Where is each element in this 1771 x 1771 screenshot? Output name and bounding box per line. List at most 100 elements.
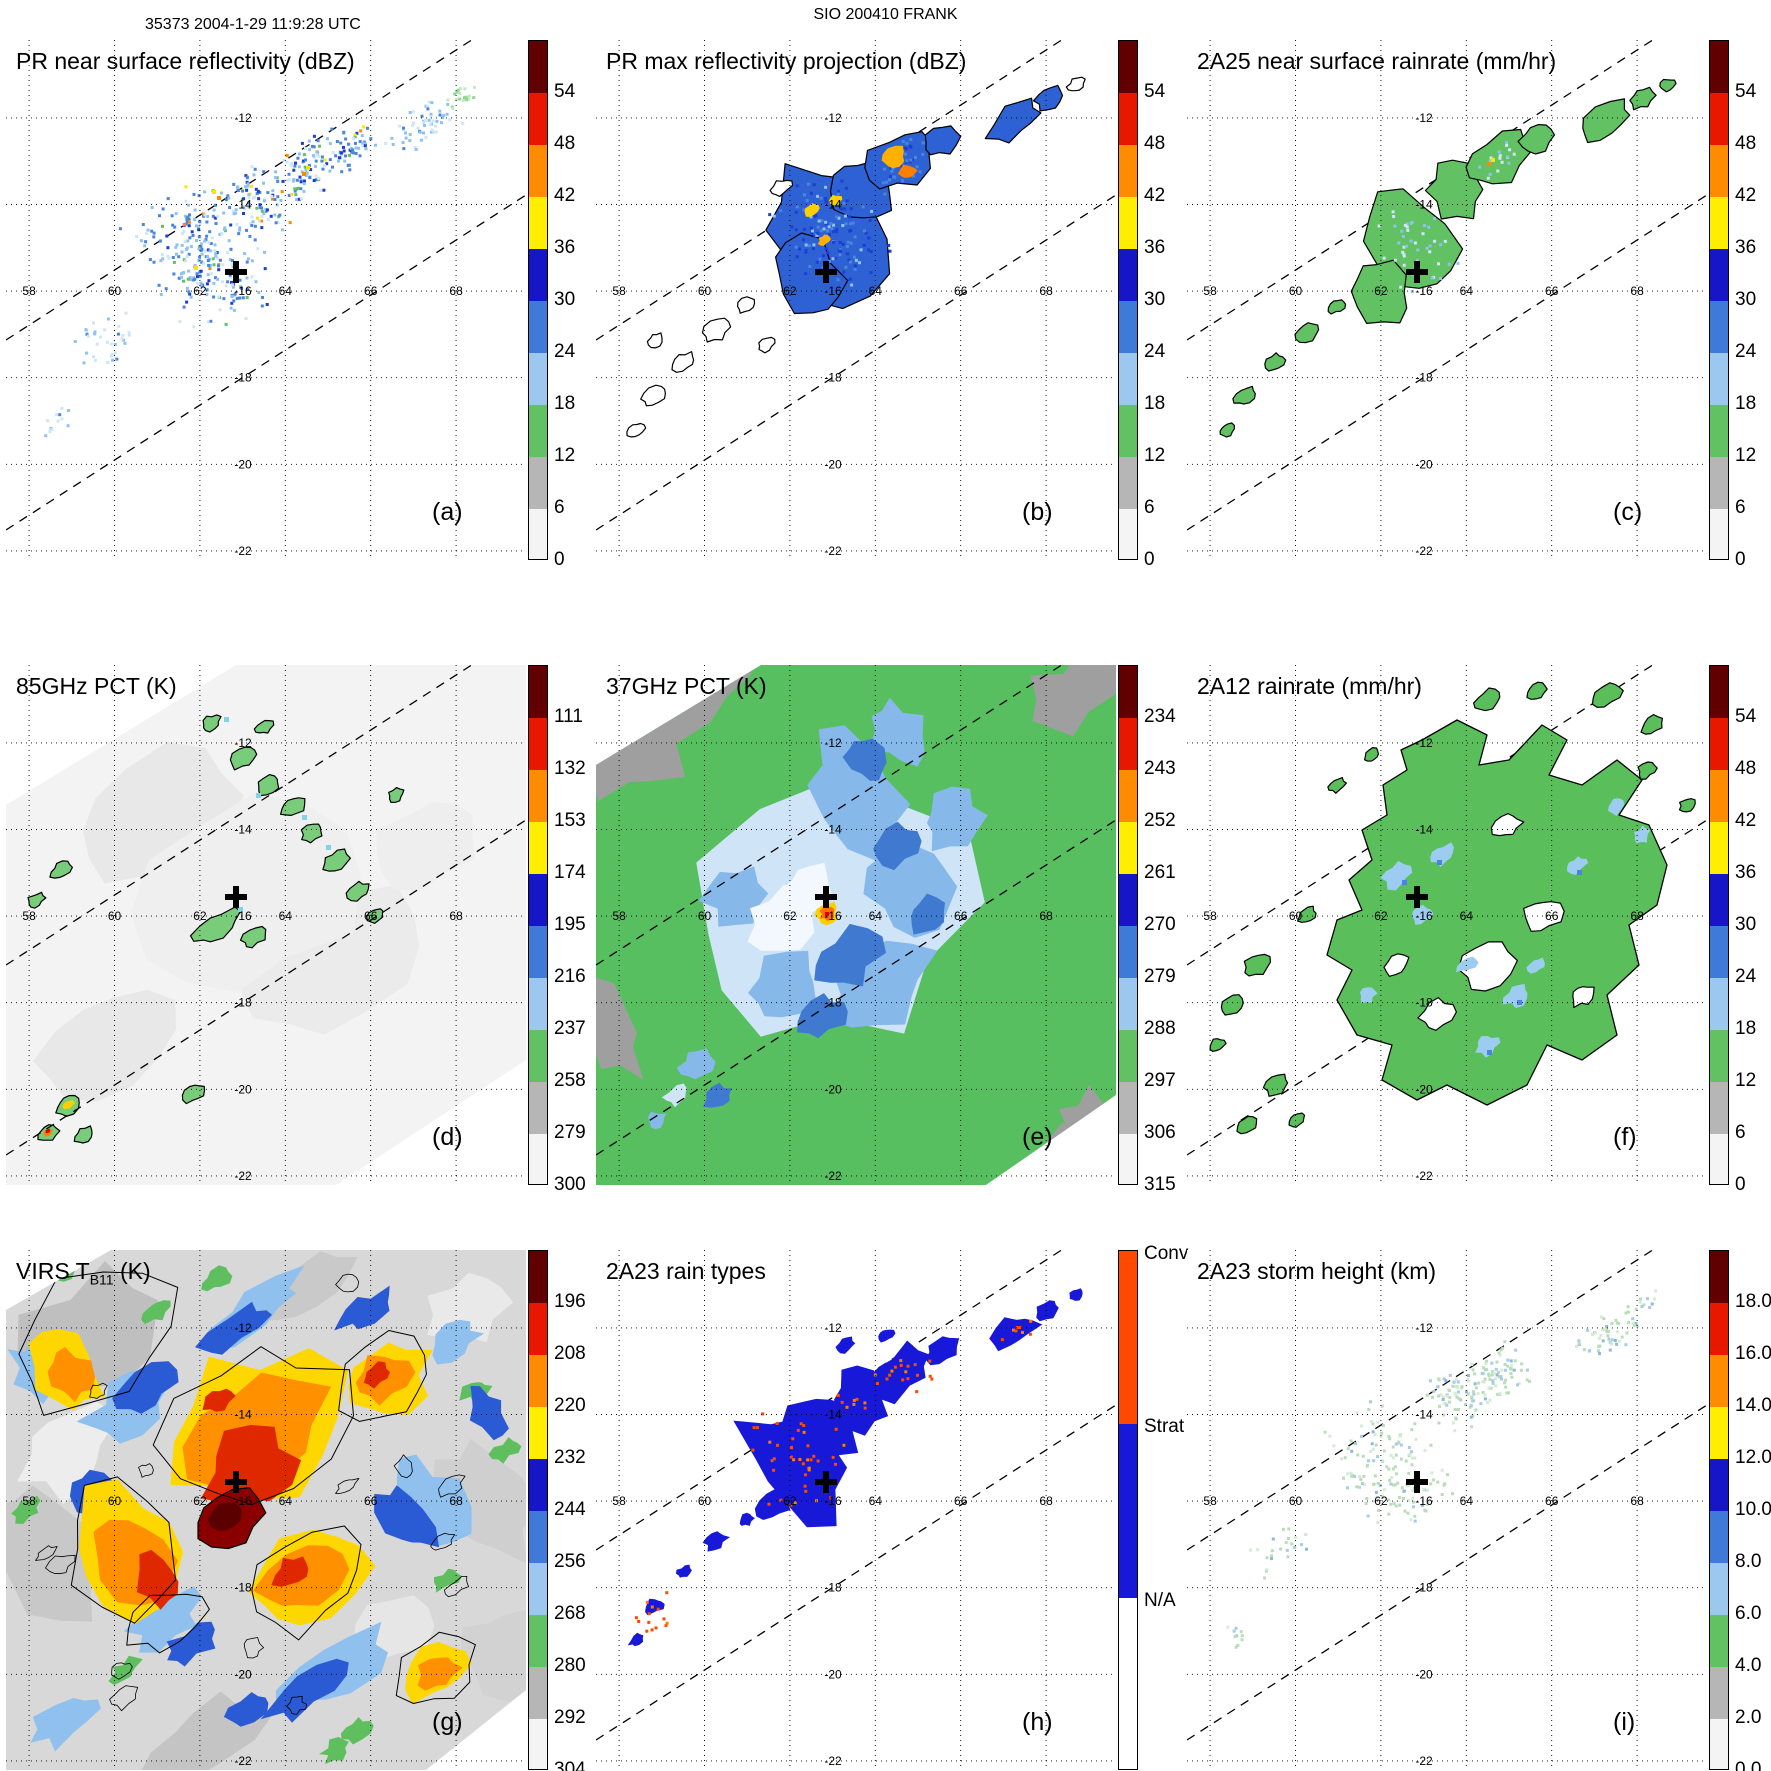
lat-label: -22 xyxy=(234,1754,252,1768)
lon-label: 60 xyxy=(1289,284,1303,298)
colorbar-segment xyxy=(1119,145,1137,197)
colorbar-tick: 36 xyxy=(1735,237,1757,258)
panel-title-f: 2A12 rainrate (mm/hr) xyxy=(1197,673,1422,703)
panel-title-units: (K) xyxy=(113,1258,151,1284)
lon-label: 60 xyxy=(108,909,122,923)
lat-label: -14 xyxy=(1415,1408,1433,1422)
colorbar-tick: 6 xyxy=(554,497,565,518)
storm-center-cross xyxy=(815,886,837,908)
colorbar-tick: 42 xyxy=(1735,185,1757,206)
colorbar-segment xyxy=(1119,301,1137,353)
colorbar-a: 54 48 42 36 30 24 18 12 6 0 xyxy=(528,40,590,570)
map-i: 58 60 62 64 66 68 -12 -14 -16 -18 -20 -22 xyxy=(1187,1250,1707,1770)
colorbar-segment xyxy=(1710,666,1728,718)
pr-swath-edges xyxy=(6,40,526,531)
colorbar-scale xyxy=(528,665,548,1185)
colorbar-segment xyxy=(529,1030,547,1082)
panel-d: 58 60 62 64 66 68 -12 -14 -16 -18 -20 -22 85GHz PCT … xyxy=(0,665,590,1195)
colorbar-segment xyxy=(529,197,547,249)
panel-title-text: 2A23 storm height (km) xyxy=(1197,1258,1437,1284)
lat-label: -14 xyxy=(1415,198,1433,212)
colorbar-segment xyxy=(1119,1598,1137,1769)
lat-label: -12 xyxy=(1415,736,1433,750)
colorbar-tick: 6.0 xyxy=(1735,1603,1762,1624)
colorbar-tick: 8.0 xyxy=(1735,1551,1762,1572)
colorbar-tick: 16.0 xyxy=(1735,1343,1771,1364)
panel-letter: (f) xyxy=(1613,1123,1637,1151)
map-data-layer xyxy=(6,1251,526,1770)
lon-label: 60 xyxy=(108,1494,122,1508)
colorbar-e: 234 243 252 261 270 279 288 297 306 315 xyxy=(1118,665,1180,1195)
panel-letter: (d) xyxy=(432,1123,463,1151)
colorbar-segment xyxy=(529,1459,547,1511)
panel-title-text: 2A25 near surface rainrate (mm/hr) xyxy=(1197,48,1557,74)
colorbar-tick: 30 xyxy=(1735,289,1757,310)
colorbar-tick: 261 xyxy=(1144,862,1176,883)
colorbar-segment xyxy=(1710,1082,1728,1134)
colorbar-i: 18.0 16.0 14.0 12.0 10.0 8.0 6.0 4.0 2.0 0.0 xyxy=(1709,1250,1771,1771)
colorbar-tick: 10.0 xyxy=(1735,1499,1771,1520)
panel-title-a: PR near surface reflectivity (dBZ) xyxy=(16,48,355,78)
lat-label: -14 xyxy=(234,823,252,837)
colorbar-tick: 234 xyxy=(1144,706,1176,727)
colorbar-segment xyxy=(1710,1667,1728,1719)
panel-title-text: 37GHz PCT (K) xyxy=(606,673,767,699)
map-f: 58 60 62 64 66 68 -12 -14 -16 -18 -20 -22 xyxy=(1187,665,1707,1185)
lat-label: -14 xyxy=(234,198,252,212)
lon-label: 66 xyxy=(364,284,378,298)
panel-title-b: PR max reflectivity projection (dBZ) xyxy=(606,48,966,78)
lon-label: 58 xyxy=(612,909,626,923)
colorbar-tick: 288 xyxy=(1144,1018,1176,1039)
colorbar-segment xyxy=(529,1563,547,1615)
colorbar-tick: 292 xyxy=(554,1707,586,1728)
lon-label: 60 xyxy=(698,1494,712,1508)
colorbar-tick: 256 xyxy=(554,1551,586,1572)
colorbar-segment xyxy=(1119,197,1137,249)
lat-label: -12 xyxy=(234,111,252,125)
colorbar-tick: 306 xyxy=(1144,1122,1176,1143)
colorbar-tick: 0 xyxy=(1735,1174,1746,1195)
panel-title-h: 2A23 rain types xyxy=(606,1258,766,1288)
colorbar-tick: 54 xyxy=(1144,81,1166,102)
colorbar-tick: 220 xyxy=(554,1395,586,1416)
lon-label: 64 xyxy=(869,909,883,923)
colorbar-segment xyxy=(1119,457,1137,509)
colorbar-segment xyxy=(1710,405,1728,457)
colorbar-tick: 54 xyxy=(554,81,576,102)
lat-label: -18 xyxy=(1415,1581,1433,1595)
colorbar-tick: 244 xyxy=(554,1499,586,1520)
colorbar-tick: 30 xyxy=(554,289,576,310)
colorbar-segment xyxy=(1119,93,1137,145)
colorbar-segment xyxy=(1710,1719,1728,1769)
colorbar-tick: 24 xyxy=(1144,341,1166,362)
lat-label: -18 xyxy=(824,1581,842,1595)
colorbar-tick: 12 xyxy=(1735,1070,1757,1091)
panel-c: 58 60 62 64 66 68 -12 -14 -16 -18 -20 -22 2A25 near … xyxy=(1181,40,1771,570)
lon-label: 64 xyxy=(869,1494,883,1508)
colorbar-segment xyxy=(1710,41,1728,93)
colorbar-tick: 42 xyxy=(1735,810,1757,831)
panel-letter: (h) xyxy=(1022,1708,1053,1736)
colorbar-f: 54 48 42 36 30 24 18 12 6 0 xyxy=(1709,665,1771,1195)
colorbar-tick: 2.0 xyxy=(1735,1707,1762,1728)
colorbar-tick: 36 xyxy=(1735,862,1757,883)
lon-label: 58 xyxy=(1203,1494,1217,1508)
colorbar-scale xyxy=(1709,1250,1729,1770)
lat-label: -18 xyxy=(824,996,842,1010)
colorbar-segment xyxy=(1710,249,1728,301)
colorbar-segment xyxy=(1710,978,1728,1030)
colorbar-segment xyxy=(529,1355,547,1407)
lat-lon-gridlines xyxy=(1187,665,1707,1185)
colorbar-tick: 0.0 xyxy=(1735,1759,1762,1771)
colorbar-segment xyxy=(1119,405,1137,457)
colorbar-segment xyxy=(1710,457,1728,509)
lat-label: -20 xyxy=(1415,1667,1433,1681)
colorbar-tick: 279 xyxy=(554,1122,586,1143)
colorbar-segment xyxy=(529,41,547,93)
colorbar-segment xyxy=(1710,1030,1728,1082)
lon-label: 68 xyxy=(1630,909,1644,923)
colorbar-segment xyxy=(1119,874,1137,926)
panel-title-i: 2A23 storm height (km) xyxy=(1197,1258,1436,1288)
colorbar-segment xyxy=(529,509,547,559)
colorbar-tick: 18.0 xyxy=(1735,1291,1771,1312)
